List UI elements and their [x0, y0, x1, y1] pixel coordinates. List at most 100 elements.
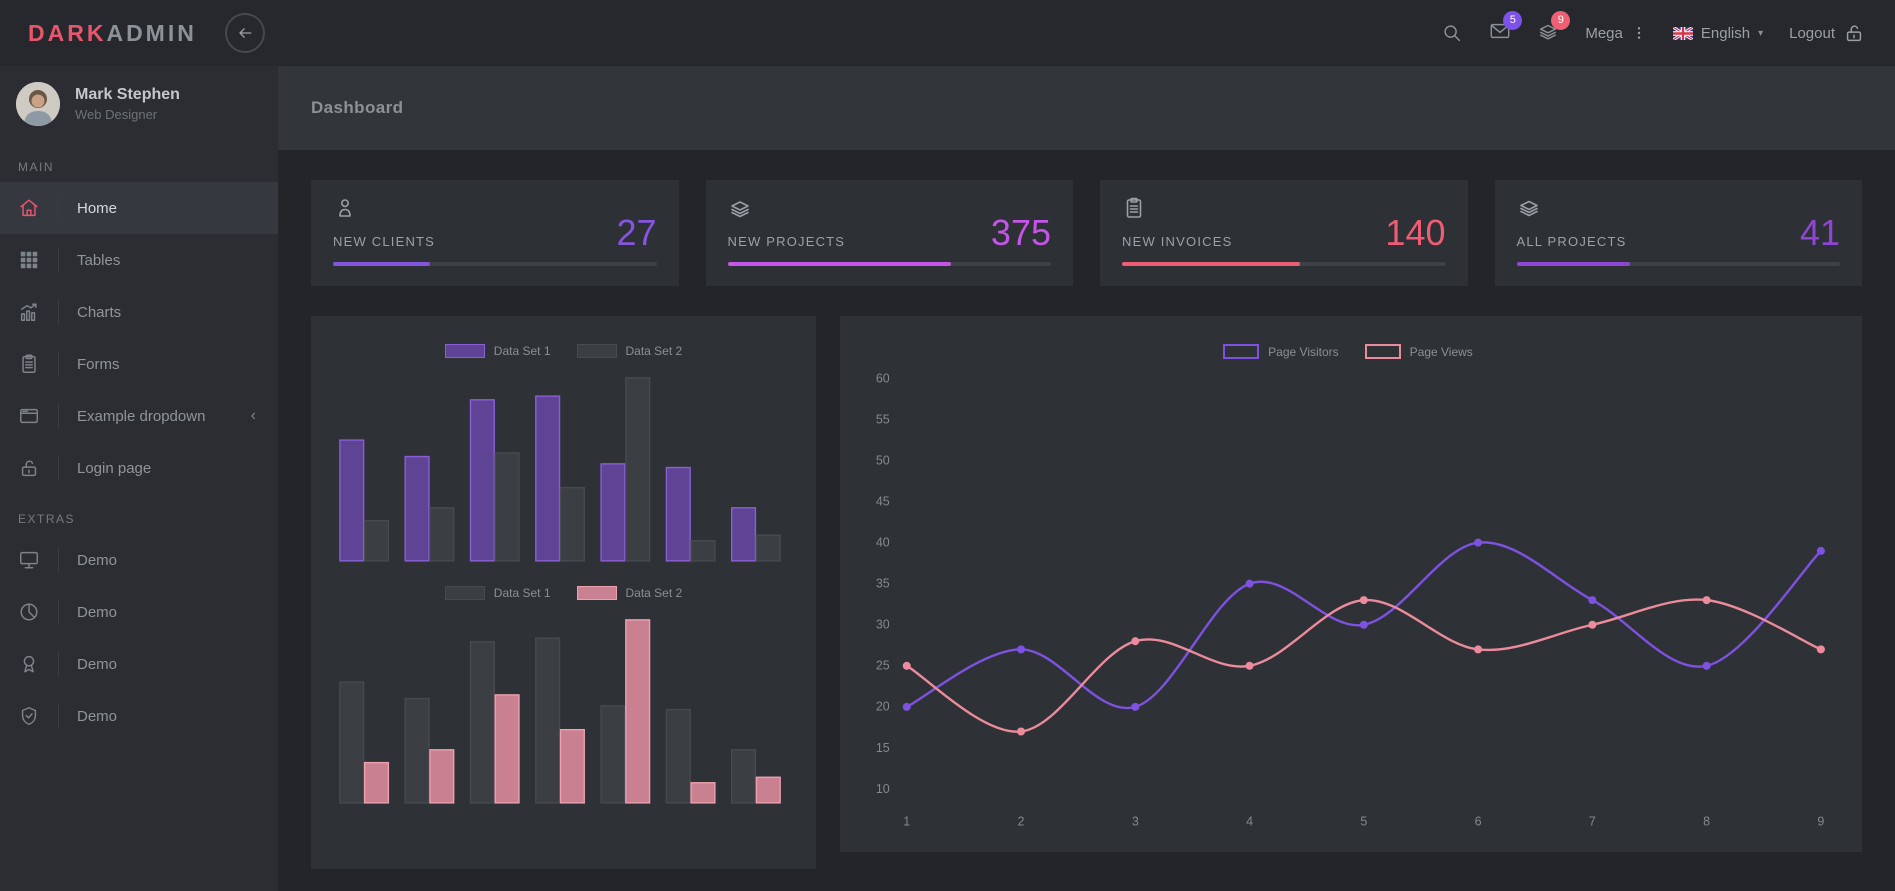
mega-menu[interactable]: Mega: [1585, 24, 1647, 42]
sidebar-item-label: Demo: [77, 551, 118, 569]
legend-label: Data Set 2: [625, 344, 683, 358]
divider: [58, 703, 59, 729]
legend-swatch: [444, 344, 485, 358]
stat-progress: [333, 262, 657, 266]
content: NEW CLIENTS 27 NEW PROJECTS 375: [278, 150, 1895, 869]
bar-chart-1-legend: Data Set 1 Data Set 2: [331, 344, 796, 358]
legend-item[interactable]: Data Set 2: [576, 344, 683, 358]
svg-text:50: 50: [876, 453, 890, 467]
sidebar-item-label: Login page: [77, 459, 152, 477]
divider: [58, 547, 59, 573]
svg-text:7: 7: [1589, 814, 1596, 828]
legend-item[interactable]: Page Visitors: [1223, 344, 1339, 359]
svg-text:6: 6: [1475, 814, 1482, 828]
sidebar-collapse-button[interactable]: [224, 13, 265, 53]
sidebar-item-tables[interactable]: Tables: [0, 234, 278, 286]
stat-card-new-projects: NEW PROJECTS 375: [705, 180, 1073, 286]
avatar: [16, 82, 60, 126]
svg-text:1: 1: [903, 814, 910, 828]
stack-icon: [730, 201, 749, 218]
grid-icon: [20, 251, 38, 269]
stat-progress-fill: [1516, 262, 1630, 266]
legend-swatch: [576, 585, 617, 600]
legend-swatch: [1364, 344, 1401, 359]
messages-badge: 5: [1503, 10, 1523, 30]
svg-text:9: 9: [1817, 814, 1824, 828]
logo-primary: DARK: [28, 19, 107, 46]
stat-label: NEW PROJECTS: [727, 234, 846, 249]
legend-swatch: [576, 344, 617, 358]
legend-item[interactable]: Data Set 2: [576, 585, 683, 600]
sidebar-item-label: Charts: [77, 303, 122, 321]
svg-text:25: 25: [876, 659, 890, 673]
svg-text:45: 45: [876, 494, 890, 508]
language-menu[interactable]: English ▾: [1672, 24, 1763, 42]
shield-check-icon: [21, 707, 37, 725]
stat-progress: [1122, 262, 1446, 266]
svg-text:15: 15: [876, 741, 890, 755]
sidebar-item-example-dropdown[interactable]: Example dropdown ‹: [0, 390, 278, 442]
page-title: Dashboard: [311, 98, 404, 117]
sidebar-item-label: Demo: [77, 603, 118, 621]
uk-flag-icon: [1672, 26, 1693, 40]
sidebar-item-demo-4[interactable]: Demo: [0, 690, 278, 742]
stat-progress-fill: [1122, 262, 1300, 266]
logout-label: Logout: [1789, 24, 1835, 42]
logo-secondary: ADMIN: [106, 19, 197, 46]
unlock-icon: [1846, 25, 1862, 42]
svg-text:2: 2: [1018, 814, 1025, 828]
home-icon: [20, 199, 38, 217]
stat-progress: [1516, 262, 1840, 266]
bar-chart-2-legend: Data Set 1 Data Set 2: [331, 585, 796, 600]
user-role: Web Designer: [75, 107, 158, 122]
messages-button[interactable]: 5: [1489, 10, 1523, 47]
search-icon[interactable]: [1441, 22, 1463, 44]
sidebar-item-demo-2[interactable]: Demo: [0, 586, 278, 638]
svg-text:20: 20: [876, 700, 890, 714]
legend-item[interactable]: Data Set 1: [444, 344, 551, 358]
pie-chart-icon: [20, 603, 38, 621]
legend-label: Data Set 1: [493, 344, 551, 358]
stat-label: NEW INVOICES: [1122, 234, 1233, 249]
divider: [58, 247, 59, 273]
chart-icon: [20, 303, 37, 321]
sidebar-item-demo-3[interactable]: Demo: [0, 638, 278, 690]
invoice-icon: [1126, 197, 1142, 218]
stat-value: 27: [616, 211, 657, 253]
top-navbar: DARKADMIN 5 9 Mega English: [0, 0, 1895, 66]
divider: [58, 455, 59, 481]
page-header: Dashboard: [278, 66, 1895, 150]
clipboard-icon: [22, 354, 36, 373]
sidebar-item-label: Tables: [77, 251, 121, 269]
sidebar-item-forms[interactable]: Forms: [0, 338, 278, 390]
bar-chart-pink: [339, 619, 781, 804]
section-title-extras: EXTRAS: [18, 512, 76, 526]
legend-label: Data Set 1: [493, 585, 551, 600]
user-profile: Mark Stephen Web Designer: [0, 66, 278, 142]
legend-label: Data Set 2: [625, 585, 683, 600]
svg-text:3: 3: [1132, 814, 1139, 828]
svg-text:55: 55: [876, 412, 890, 426]
legend-swatch: [1223, 344, 1260, 359]
language-label: English: [1700, 24, 1751, 42]
line-chart-panel: Page Visitors Page Views 60 55 50 45 40 35 30 2…: [840, 316, 1862, 852]
notifications-button[interactable]: 9: [1537, 10, 1571, 47]
legend-label: Page Visitors: [1268, 344, 1339, 359]
sidebar-item-demo-1[interactable]: Demo: [0, 534, 278, 586]
sidebar-item-home[interactable]: Home: [0, 182, 278, 234]
sidebar-item-label: Home: [77, 199, 118, 217]
main-area: Dashboard NEW CLIENTS 27: [278, 66, 1895, 891]
bar-charts-panel: Data Set 1 Data Set 2 Data Set 1: [311, 316, 816, 869]
window-icon: [20, 408, 38, 424]
sidebar-item-login-page[interactable]: Login page: [0, 442, 278, 494]
stat-card-all-projects: ALL PROJECTS 41: [1494, 180, 1862, 286]
sidebar-item-label: Example dropdown: [77, 407, 206, 425]
svg-text:30: 30: [876, 618, 890, 632]
divider: [58, 599, 59, 625]
legend-item[interactable]: Data Set 1: [444, 585, 551, 600]
legend-item[interactable]: Page Views: [1364, 344, 1473, 359]
stat-label: NEW CLIENTS: [333, 234, 436, 249]
logout-button[interactable]: Logout: [1789, 22, 1865, 44]
sidebar-item-charts[interactable]: Charts: [0, 286, 278, 338]
